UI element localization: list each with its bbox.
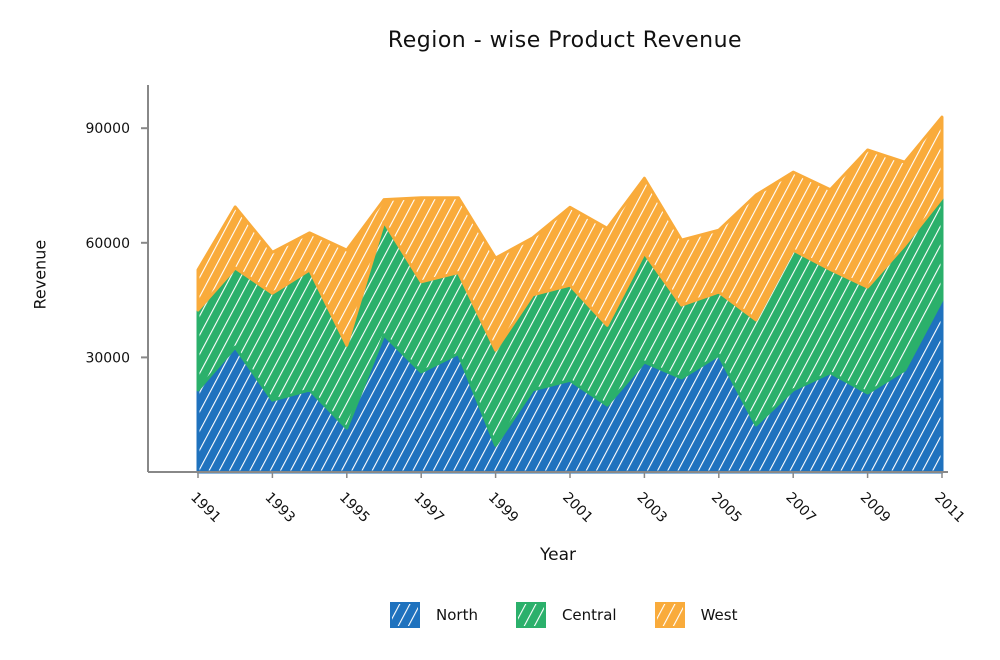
x-tick-label: 2003 — [634, 490, 671, 527]
x-tick-label: 2001 — [559, 490, 596, 527]
legend-swatch-west — [654, 602, 685, 628]
x-tick-label: 1999 — [485, 490, 522, 527]
legend: North Central West — [390, 602, 737, 628]
legend-item-central: Central — [515, 602, 617, 628]
x-tick-label: 2007 — [782, 490, 819, 527]
legend-item-west: West — [654, 602, 738, 628]
x-tick-label: 2011 — [931, 490, 968, 527]
y-tick-label: 90000 — [85, 121, 130, 137]
x-tick-label: 2009 — [857, 490, 894, 527]
y-tick-label: 60000 — [85, 236, 130, 252]
x-tick-label: 1997 — [410, 490, 447, 527]
legend-label-west: West — [700, 606, 738, 624]
chart-title: Region - wise Product Revenue — [387, 28, 743, 53]
legend-swatch-central — [515, 602, 546, 628]
legend-label-central: Central — [561, 606, 617, 624]
legend-item-north: North — [390, 602, 478, 628]
x-tick-label: 1993 — [262, 490, 299, 527]
x-tick-label: 1991 — [187, 490, 224, 527]
x-axis-label: Year — [540, 545, 576, 565]
area-west — [196, 115, 944, 352]
x-tick-label: 2005 — [708, 490, 745, 527]
legend-swatch-north — [390, 602, 420, 628]
y-tick-label: 30000 — [85, 350, 130, 366]
x-tick-label: 1995 — [336, 490, 373, 527]
legend-label-north: North — [436, 606, 478, 624]
